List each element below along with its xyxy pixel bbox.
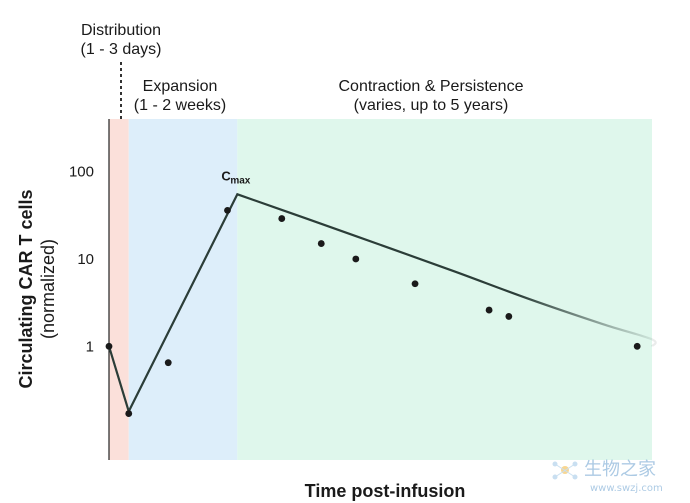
data-point-8 — [485, 306, 493, 314]
y-tick-labels: 1 10 100 — [69, 164, 94, 356]
data-point-10 — [633, 342, 641, 350]
data-points — [105, 206, 641, 417]
watermark-logo-icon — [552, 461, 578, 480]
cmax-subscript: max — [230, 175, 250, 186]
phase-band-distribution — [109, 119, 129, 460]
phase-labels: Distribution (1 - 3 days) Expansion (1 - 2 … — [81, 22, 524, 114]
trend-line — [107, 192, 657, 415]
data-point-0 — [105, 342, 113, 350]
y-axis-sublabel: (normalized) — [38, 239, 58, 339]
trend-line-group — [107, 192, 657, 415]
y-tick-1: 1 — [86, 338, 94, 355]
data-point-9 — [505, 313, 513, 320]
y-axis-label: Circulating CAR T cells — [16, 189, 36, 388]
watermark: 生物之家 www.swzj.com — [552, 459, 663, 494]
data-point-6 — [352, 255, 360, 263]
watermark-text: 生物之家 — [584, 459, 656, 480]
data-point-4 — [278, 215, 286, 222]
data-point-2 — [164, 359, 172, 367]
phase-label-expansion: Expansion — [143, 78, 218, 95]
data-point-1 — [125, 410, 133, 417]
phase-label-contraction-persistence: Contraction & Persistence — [339, 78, 524, 95]
phase-bands — [109, 119, 652, 460]
data-point-7 — [411, 280, 419, 288]
phase-band-expansion — [128, 119, 238, 460]
x-axis-label: Time post-infusion — [305, 481, 466, 501]
cmax-label: C — [221, 168, 231, 183]
data-point-3 — [224, 206, 231, 214]
phase-band-contraction-persistence — [237, 119, 652, 460]
phase-range-contraction-persistence: (varies, up to 5 years) — [354, 97, 509, 114]
watermark-url: www.swzj.com — [590, 483, 663, 494]
y-tick-100: 100 — [69, 164, 94, 181]
phase-range-distribution: (1 - 3 days) — [81, 41, 162, 58]
y-tick-10: 10 — [77, 251, 94, 268]
phase-range-expansion: (1 - 2 weeks) — [134, 97, 226, 114]
phase-label-distribution: Distribution — [81, 22, 161, 39]
data-point-5 — [317, 240, 325, 247]
